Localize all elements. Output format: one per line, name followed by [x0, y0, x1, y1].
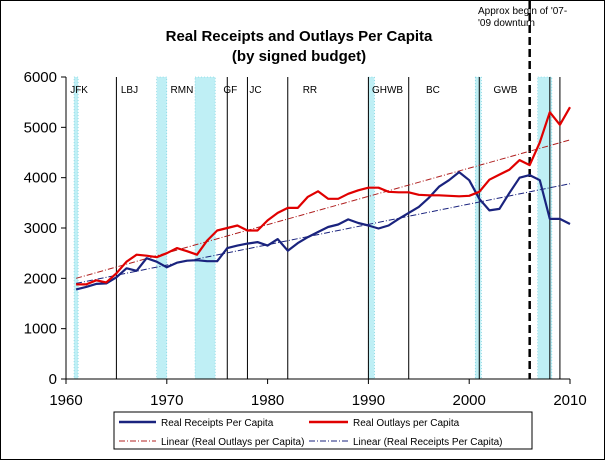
era-label-gwb: GWB [494, 85, 518, 96]
chart-title-line1: Real Receipts and Outlays Per Capita [166, 28, 433, 45]
y-tick-label-2000: 2000 [24, 270, 57, 287]
y-tick-label-1000: 1000 [24, 321, 57, 338]
plot-area: 0 1000 2000 3000 4000 5000 6000 1960 1970 1980 199… [24, 1, 587, 409]
recession-band-1 [156, 76, 168, 380]
y-tick-label-0: 0 [49, 371, 57, 388]
era-label-jc: JC [249, 85, 261, 96]
era-label-rmn: RMN [171, 85, 194, 96]
recession-band-2 [194, 76, 216, 380]
chart-title-line2: (by signed budget) [232, 48, 366, 65]
x-tick-label-1990: 1990 [352, 392, 385, 409]
era-label-gf: GF [223, 85, 237, 96]
legend-label-outlays: Real Outlays per Capita [353, 418, 460, 429]
x-tick-label-1970: 1970 [150, 392, 183, 409]
y-tick-label-3000: 3000 [24, 220, 57, 237]
recession-band-4 [474, 76, 482, 380]
recession-band-5 [537, 76, 553, 380]
downturn-annotation-line1: Approx begin of '07- [478, 6, 567, 17]
y-tick-label-6000: 6000 [24, 69, 57, 86]
x-tick-label-1980: 1980 [251, 392, 284, 409]
era-label-ghwb: GHWB [372, 85, 403, 96]
x-tick-label-2000: 2000 [453, 392, 486, 409]
series-line-real-receipts-per-capita [75, 171, 571, 291]
series-line-linear-real-receipts-per-capita [76, 183, 571, 284]
legend-label-receipts: Real Receipts Per Capita [161, 418, 274, 429]
legend-box [113, 411, 533, 450]
series-line-linear-real-outlays-per-capita [75, 139, 571, 279]
era-label-lbj: LBJ [121, 85, 138, 96]
y-tick-label-4000: 4000 [24, 170, 57, 187]
downturn-annotation-line2: '09 downturn [478, 18, 535, 29]
era-label-jfk: JFK [70, 85, 88, 96]
recession-band-0 [73, 76, 79, 380]
legend-label-linear-receipts: Linear (Real Receipts Per Capita) [353, 437, 503, 448]
era-label-rr: RR [303, 85, 317, 96]
y-tick-label-5000: 5000 [24, 119, 57, 136]
series-line-real-outlays-per-capita [76, 106, 571, 286]
x-tick-label-2010: 2010 [553, 392, 586, 409]
legend: Real Receipts Per Capita Real Outlays pe… [113, 411, 533, 450]
x-tick-label-1960: 1960 [49, 392, 82, 409]
era-label-bc: BC [426, 85, 440, 96]
legend-label-linear-outlays: Linear (Real Outlays per Capita) [161, 437, 304, 448]
